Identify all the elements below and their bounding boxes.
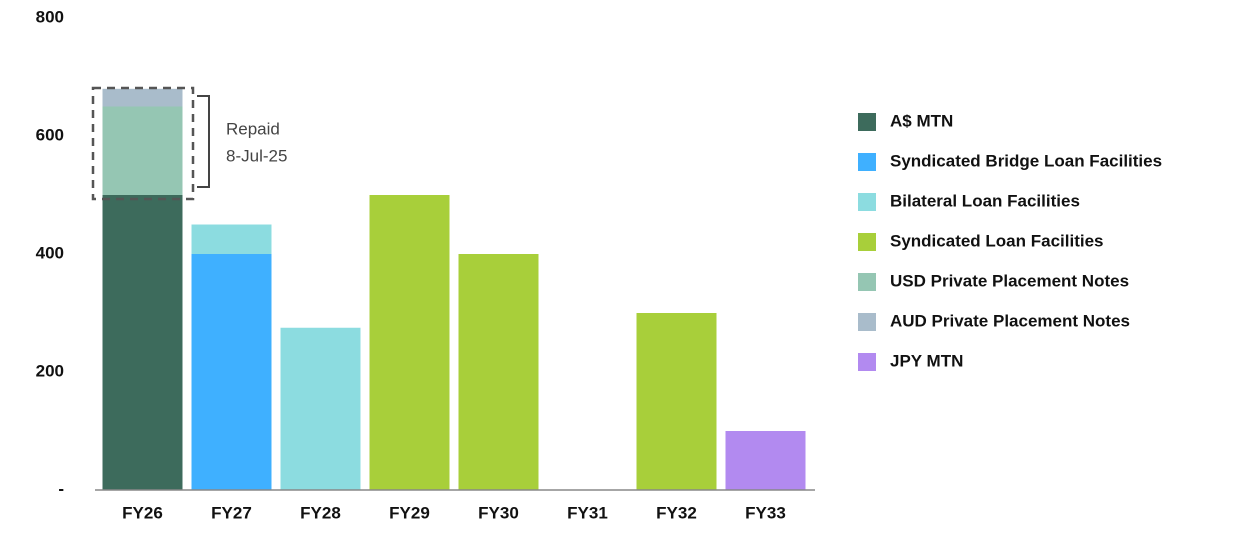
annotation: 8-Jul-25 — [226, 146, 287, 165]
x-tick-label: FY26 — [122, 503, 163, 522]
y-tick-label: 200 — [36, 361, 64, 380]
bar-segment — [191, 224, 272, 254]
legend-label: AUD Private Placement Notes — [890, 311, 1130, 330]
legend-label: JPY MTN — [890, 351, 963, 370]
annotation: Repaid — [226, 119, 280, 138]
bar-segment — [102, 195, 183, 490]
bar-segment — [369, 195, 450, 490]
legend-label: A$ MTN — [890, 111, 953, 130]
legend-label: Syndicated Bridge Loan Facilities — [890, 151, 1162, 170]
legend-swatch — [858, 313, 876, 331]
y-tick-label: - — [58, 479, 64, 498]
bar-segment — [191, 254, 272, 490]
x-tick-label: FY30 — [478, 503, 519, 522]
bar-segment — [636, 313, 717, 490]
legend-swatch — [858, 233, 876, 251]
x-tick-label: FY31 — [567, 503, 608, 522]
bar-segment — [458, 254, 539, 490]
x-tick-label: FY28 — [300, 503, 341, 522]
x-tick-label: FY33 — [745, 503, 786, 522]
bar-segment — [102, 106, 183, 195]
bar-segment — [102, 88, 183, 107]
legend-label: USD Private Placement Notes — [890, 271, 1129, 290]
y-tick-label: 800 — [36, 7, 64, 26]
legend-swatch — [858, 353, 876, 371]
legend-label: Syndicated Loan Facilities — [890, 231, 1104, 250]
repaid-box — [91, 86, 195, 201]
x-tick-label: FY29 — [389, 503, 430, 522]
x-tick-label: FY32 — [656, 503, 697, 522]
x-tick-label: FY27 — [211, 503, 252, 522]
y-tick-label: 600 — [36, 125, 64, 144]
bar-segment — [280, 327, 361, 490]
repaid-bracket — [197, 95, 210, 188]
legend-swatch — [858, 113, 876, 131]
y-tick-label: 400 — [36, 243, 64, 262]
legend-swatch — [858, 273, 876, 291]
legend-swatch — [858, 153, 876, 171]
legend-label: Bilateral Loan Facilities — [890, 191, 1080, 210]
legend-swatch — [858, 193, 876, 211]
bar-segment — [725, 431, 806, 490]
